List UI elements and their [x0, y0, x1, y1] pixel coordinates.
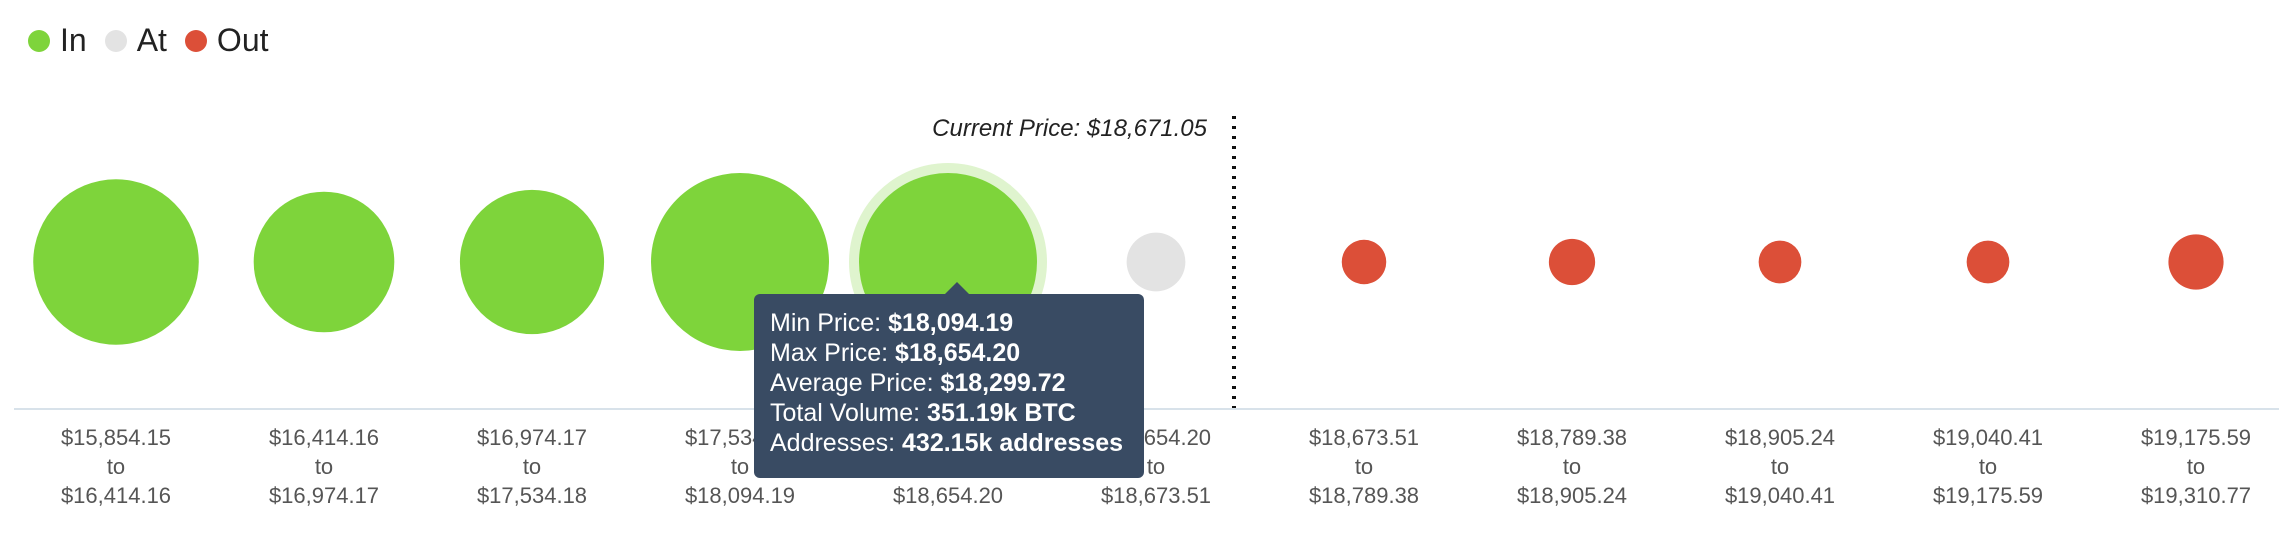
bubble-out-10[interactable]	[2168, 234, 2224, 290]
x-tick-joiner-label: to	[523, 454, 541, 479]
legend-item-out[interactable]: Out	[184, 22, 269, 59]
legend-item-in[interactable]: In	[28, 22, 87, 59]
legend-label-out: Out	[216, 22, 269, 58]
x-tick-max-label: $18,094.19	[685, 483, 795, 508]
x-tick-joiner-label: to	[1563, 454, 1581, 479]
x-tick-max-label: $18,789.38	[1309, 483, 1419, 508]
x-tick-min-label: $18,905.24	[1725, 425, 1835, 450]
x-tick-joiner-label: to	[1147, 454, 1165, 479]
x-tick-max-label: $19,040.41	[1725, 483, 1835, 508]
bubble-out-6[interactable]	[1341, 239, 1387, 285]
tooltip-max-price-value: $18,654.20	[895, 339, 1021, 367]
tooltip-addresses-value: 432.15k addresses	[902, 429, 1124, 457]
x-tick-max-label: $18,905.24	[1517, 483, 1627, 508]
bubble-at-5[interactable]	[1126, 232, 1186, 292]
tooltip-addresses-label: Addresses:	[770, 429, 896, 457]
legend: In At Out	[28, 22, 269, 59]
x-tick-joiner-label: to	[1771, 454, 1789, 479]
x-tick-min-label: $19,175.59	[2141, 425, 2251, 450]
legend-item-at[interactable]: At	[104, 22, 167, 59]
x-tick-joiner-label: to	[2187, 454, 2205, 479]
tooltip-addresses: Addresses: 432.15k addresses	[770, 428, 1128, 458]
x-axis-ticks: $15,854.15 to $16,414.16 $16,414.16 to $16,97…	[61, 425, 2251, 508]
x-tick-max-label: $18,673.51	[1101, 483, 1211, 508]
bubble-out-8[interactable]	[1758, 240, 1802, 284]
x-tick-min-label: $19,040.41	[1933, 425, 2043, 450]
tooltip-min-price: Min Price: $18,094.19	[770, 308, 1128, 338]
tooltip-average-price-value: $18,299.72	[940, 369, 1066, 397]
bubble-in-0[interactable]	[33, 179, 199, 345]
x-tick-max-label: $16,974.17	[269, 483, 379, 508]
x-tick-joiner-label: to	[1355, 454, 1373, 479]
legend-dot-icon	[104, 29, 127, 52]
bubble-in-2[interactable]	[459, 189, 605, 335]
x-tick-min-label: $16,414.16	[269, 425, 379, 450]
x-tick-min-label: $16,974.17	[477, 425, 587, 450]
x-tick-min-label: $15,854.15	[61, 425, 171, 450]
tooltip-min-price-value: $18,094.19	[888, 309, 1014, 337]
tooltip-total-volume-label: Total Volume:	[770, 399, 921, 427]
x-tick-max-label: $19,175.59	[1933, 483, 2043, 508]
tooltip-average-price: Average Price: $18,299.72	[770, 368, 1128, 398]
tooltip-total-volume-value: 351.19k BTC	[927, 399, 1076, 427]
x-tick-max-label: $19,310.77	[2141, 483, 2251, 508]
tooltip-total-volume: Total Volume: 351.19k BTC	[770, 398, 1128, 428]
x-tick-min-label: $18,789.38	[1517, 425, 1627, 450]
tooltip-average-price-label: Average Price:	[770, 369, 934, 397]
x-tick-min-label: $18,673.51	[1309, 425, 1419, 450]
tooltip-max-price: Max Price: $18,654.20	[770, 338, 1128, 368]
x-tick-joiner-label: to	[107, 454, 125, 479]
legend-label-at: At	[136, 22, 167, 58]
tooltip-max-price-label: Max Price:	[770, 339, 889, 367]
bubble-in-1[interactable]	[253, 191, 395, 333]
x-tick-joiner-label: to	[1979, 454, 1997, 479]
tooltip: Min Price: $18,094.19 Max Price: $18,654…	[754, 282, 1144, 478]
x-tick-joiner-label: to	[315, 454, 333, 479]
x-tick-joiner-label: to	[731, 454, 749, 479]
x-tick-max-label: $17,534.18	[477, 483, 587, 508]
bubble-out-9[interactable]	[1966, 240, 2010, 284]
legend-label-in: In	[60, 22, 87, 58]
legend-dot-icon	[28, 29, 50, 52]
legend-dot-icon	[184, 29, 207, 52]
bubble-out-7[interactable]	[1548, 238, 1596, 286]
current-price-label: Current Price: $18,671.05	[932, 115, 1207, 142]
tooltip-min-price-label: Min Price:	[770, 309, 882, 337]
x-tick-max-label: $16,414.16	[61, 483, 171, 508]
x-tick-max-label: $18,654.20	[893, 483, 1003, 508]
